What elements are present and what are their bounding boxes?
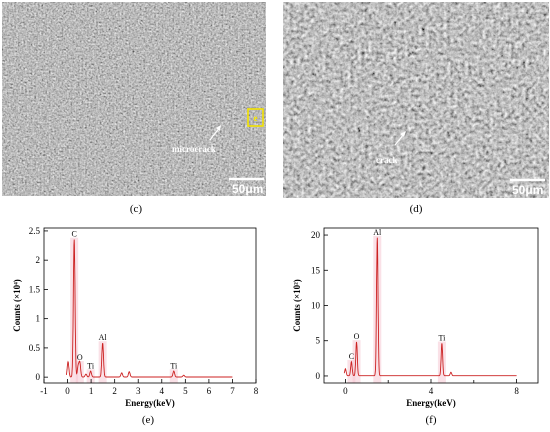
inset-label: e bbox=[254, 113, 258, 123]
sem-image-c: e microcrack 50μm bbox=[2, 2, 266, 196]
x-axis-label: Energy(keV) bbox=[125, 398, 175, 408]
peak-label-al-2: Al bbox=[373, 228, 382, 237]
x-tick-label-3: 2 bbox=[112, 386, 117, 396]
x-tick-label-2: 1 bbox=[89, 386, 94, 396]
y-tick-label-1: 0.5 bbox=[29, 343, 41, 353]
x-tick-label-5: 4 bbox=[160, 386, 165, 396]
x-tick-label-1: 0 bbox=[65, 386, 70, 396]
eds-chart-f: 0 4 8 0 5 10 15 20 Energy(keV) Counts (×10²) C O Al T… bbox=[280, 218, 550, 413]
x-tick-label-6: 5 bbox=[183, 386, 188, 396]
x-tick-label-0: -1 bbox=[40, 386, 48, 396]
peak-band-2 bbox=[373, 235, 382, 383]
y-axis-label: Counts (×10⁴) bbox=[12, 279, 22, 332]
peak-band-0 bbox=[347, 359, 356, 383]
y-tick-label-1: 5 bbox=[316, 336, 321, 346]
caption-e: (e) bbox=[141, 414, 155, 426]
y-tick-label-4: 2 bbox=[36, 255, 41, 265]
scale-text-c: 50μm bbox=[232, 182, 263, 196]
y-tick-label-2: 1 bbox=[36, 314, 41, 324]
peak-label-al-3: Al bbox=[99, 333, 108, 342]
sem-image-d: crack 50μm bbox=[283, 2, 549, 198]
y-tick-label-3: 1.5 bbox=[29, 284, 41, 294]
crack-label: crack bbox=[376, 155, 398, 165]
peak-label-c-0: C bbox=[71, 230, 76, 239]
inset-box bbox=[247, 108, 264, 127]
microcrack-label: microcrack bbox=[172, 144, 216, 154]
y-tick-label-5: 2.5 bbox=[29, 226, 41, 236]
caption-f: (f) bbox=[425, 414, 437, 426]
x-tick-label-7: 6 bbox=[207, 386, 212, 396]
plot-frame bbox=[43, 227, 257, 384]
x-tick-label-2: 8 bbox=[514, 386, 519, 396]
y-tick-label-4: 20 bbox=[311, 230, 321, 240]
peak-band-3 bbox=[98, 341, 107, 383]
x-tick-label-1: 4 bbox=[429, 386, 434, 396]
x-tick-label-0: 0 bbox=[343, 386, 348, 396]
peak-band-0 bbox=[70, 237, 79, 383]
y-tick-label-0: 0 bbox=[316, 371, 321, 381]
peak-label-o-1: O bbox=[354, 332, 360, 341]
peak-band-2 bbox=[86, 369, 95, 383]
peak-label-ti-3: Ti bbox=[438, 334, 446, 343]
peak-label-o-1: O bbox=[77, 353, 83, 362]
peak-label-ti-4: Ti bbox=[170, 361, 178, 370]
caption-c: (c) bbox=[129, 203, 143, 215]
spectrum-line bbox=[65, 239, 233, 378]
y-axis-label: Counts (×10²) bbox=[292, 279, 302, 332]
eds-chart-e: -1 0 1 2 3 4 5 6 7 8 0 0.5 1 1.5 2 2.5 Energy(keV) Counts… bbox=[0, 218, 270, 413]
y-tick-label-2: 10 bbox=[311, 301, 321, 311]
y-tick-label-0: 0 bbox=[36, 372, 41, 382]
peak-label-c-0: C bbox=[349, 352, 354, 361]
peak-band-1 bbox=[75, 361, 84, 383]
x-tick-label-9: 8 bbox=[254, 386, 259, 396]
x-tick-label-8: 7 bbox=[230, 386, 235, 396]
peak-band-3 bbox=[437, 341, 446, 383]
peak-band-4 bbox=[169, 369, 178, 383]
peak-label-ti-2: Ti bbox=[87, 361, 95, 370]
x-tick-label-4: 3 bbox=[136, 386, 141, 396]
caption-d: (d) bbox=[409, 203, 423, 215]
spectrum-line bbox=[343, 237, 517, 377]
scale-text-d: 50μm bbox=[512, 183, 543, 197]
x-axis-label: Energy(keV) bbox=[406, 398, 456, 408]
y-tick-label-3: 15 bbox=[311, 265, 321, 275]
peak-band-1 bbox=[352, 340, 361, 383]
